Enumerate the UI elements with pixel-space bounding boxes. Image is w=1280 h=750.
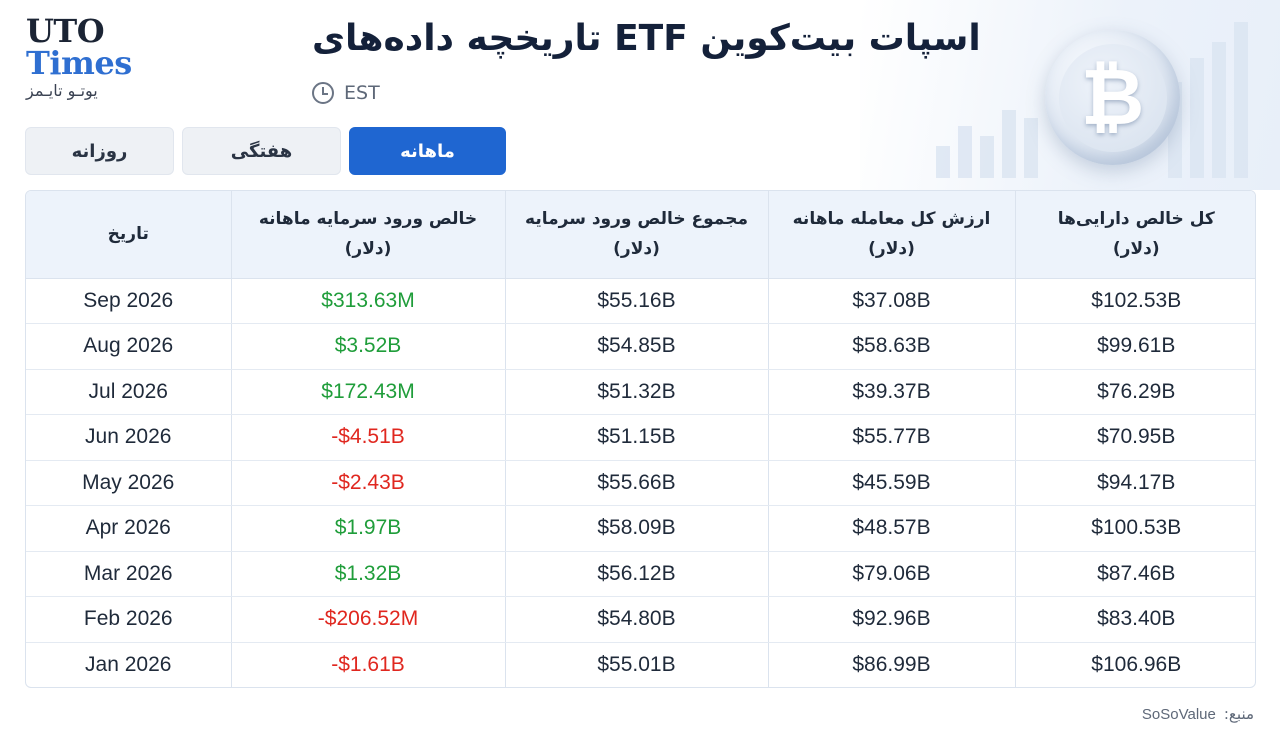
cell-net-assets: $106.96B xyxy=(1014,642,1255,687)
tab-weekly[interactable]: هفتگی xyxy=(182,127,341,175)
cell-cum-inflow: $55.16B xyxy=(504,278,768,324)
table-row: $94.17B $45.59B $55.66B -$2.43B May 2026 xyxy=(26,460,1255,506)
cell-date: Mar 2026 xyxy=(26,551,231,597)
cell-cum-inflow: $54.85B xyxy=(504,323,768,370)
table-row: $87.46B $79.06B $56.12B $1.32B Mar 2026 xyxy=(26,551,1255,597)
cell-cum-inflow: $55.01B xyxy=(504,642,768,687)
cell-net-assets: $70.95B xyxy=(1014,414,1255,461)
logo-line-3: یوتـو تایـمز xyxy=(26,81,98,100)
cell-cum-inflow: $51.15B xyxy=(504,414,768,461)
bitcoin-coin-icon: ₿ xyxy=(1045,30,1180,165)
tab-monthly[interactable]: ماهانه xyxy=(349,127,506,175)
cell-trade-value: $86.99B xyxy=(767,642,1015,687)
table-row: $100.53B $48.57B $58.09B $1.97B Apr 2026 xyxy=(26,505,1255,552)
logo-line-2: Times xyxy=(26,44,132,82)
cell-trade-value: $79.06B xyxy=(767,551,1015,597)
header-cum-inflow: مجموع خالص ورود سرمایه (دلار) xyxy=(504,191,768,279)
header-net-inflow: خالص ورود سرمایه ماهانه (دلار) xyxy=(230,191,505,279)
cell-cum-inflow: $56.12B xyxy=(504,551,768,597)
cell-date: Sep 2026 xyxy=(26,278,231,324)
logo: UTO Times یوتـو تایـمز xyxy=(26,14,186,102)
timezone-indicator: EST xyxy=(312,82,380,104)
timezone-label: EST xyxy=(344,82,380,104)
cell-trade-value: $92.96B xyxy=(767,596,1015,643)
cell-net-assets: $76.29B xyxy=(1014,369,1255,415)
cell-cum-inflow: $55.66B xyxy=(504,460,768,506)
cell-net-inflow: -$1.61B xyxy=(230,642,505,687)
page-title: تاریخچه داده‌های ETF اسپات بیت‌کوین xyxy=(312,18,981,59)
cell-net-inflow: $1.97B xyxy=(230,505,505,552)
header-trade-value: ارزش کل معامله ماهانه (دلار) xyxy=(767,191,1015,279)
table-row: $99.61B $58.63B $54.85B $3.52B Aug 2026 xyxy=(26,323,1255,370)
cell-trade-value: $37.08B xyxy=(767,278,1015,324)
source-note: منبع: SoSoValue xyxy=(1142,705,1254,723)
table-row: $70.95B $55.77B $51.15B -$4.51B Jun 2026 xyxy=(26,414,1255,461)
cell-net-inflow: $1.32B xyxy=(230,551,505,597)
source-value: SoSoValue xyxy=(1141,706,1216,723)
cell-date: Feb 2026 xyxy=(26,596,231,643)
cell-date: Aug 2026 xyxy=(26,323,231,370)
cell-date: May 2026 xyxy=(26,460,231,506)
cell-net-inflow: $313.63M xyxy=(230,278,505,324)
cell-net-inflow: -$2.43B xyxy=(230,460,505,506)
clock-icon xyxy=(312,82,334,104)
logo-line-1: UTO xyxy=(26,12,105,50)
cell-net-assets: $83.40B xyxy=(1014,596,1255,643)
cell-trade-value: $45.59B xyxy=(767,460,1015,506)
etf-data-table: کل خالص دارایی‌ها (دلار) ارزش کل معامله م… xyxy=(25,190,1256,688)
cell-net-assets: $100.53B xyxy=(1014,505,1255,552)
table-row: $102.53B $37.08B $55.16B $313.63M Sep 2026 xyxy=(26,278,1255,324)
bar-chart-decoration xyxy=(928,18,1258,178)
header-net-assets: کل خالص دارایی‌ها (دلار) xyxy=(1014,191,1255,279)
cell-net-assets: $94.17B xyxy=(1014,460,1255,506)
cell-cum-inflow: $51.32B xyxy=(504,369,768,415)
bitcoin-symbol-icon: ₿ xyxy=(1058,43,1167,152)
cell-net-assets: $99.61B xyxy=(1014,323,1255,370)
cell-net-inflow: -$206.52M xyxy=(230,596,505,643)
cell-trade-value: $55.77B xyxy=(767,414,1015,461)
cell-cum-inflow: $54.80B xyxy=(504,596,768,643)
cell-net-inflow: $172.43M xyxy=(230,369,505,415)
table-row: $106.96B $86.99B $55.01B -$1.61B Jan 2026 xyxy=(26,642,1255,687)
table-row: $76.29B $39.37B $51.32B $172.43M Jul 2026 xyxy=(26,369,1255,415)
cell-trade-value: $48.57B xyxy=(767,505,1015,552)
cell-trade-value: $39.37B xyxy=(767,369,1015,415)
cell-net-inflow: $3.52B xyxy=(230,323,505,370)
cell-date: Apr 2026 xyxy=(26,505,231,552)
cell-net-inflow: -$4.51B xyxy=(230,414,505,461)
cell-net-assets: $87.46B xyxy=(1014,551,1255,597)
table-row: $83.40B $92.96B $54.80B -$206.52M Feb 2026 xyxy=(26,596,1255,643)
cell-trade-value: $58.63B xyxy=(767,323,1015,370)
source-label: منبع: xyxy=(1223,705,1254,723)
cell-cum-inflow: $58.09B xyxy=(504,505,768,552)
table-header-row: کل خالص دارایی‌ها (دلار) ارزش کل معامله م… xyxy=(26,191,1255,279)
cell-date: Jul 2026 xyxy=(26,369,231,415)
header-date: تاریخ xyxy=(26,191,231,279)
cell-date: Jun 2026 xyxy=(26,414,231,461)
cell-date: Jan 2026 xyxy=(85,653,172,676)
cell-net-assets: $102.53B xyxy=(1014,278,1255,324)
tab-daily[interactable]: روزانه xyxy=(25,127,174,175)
